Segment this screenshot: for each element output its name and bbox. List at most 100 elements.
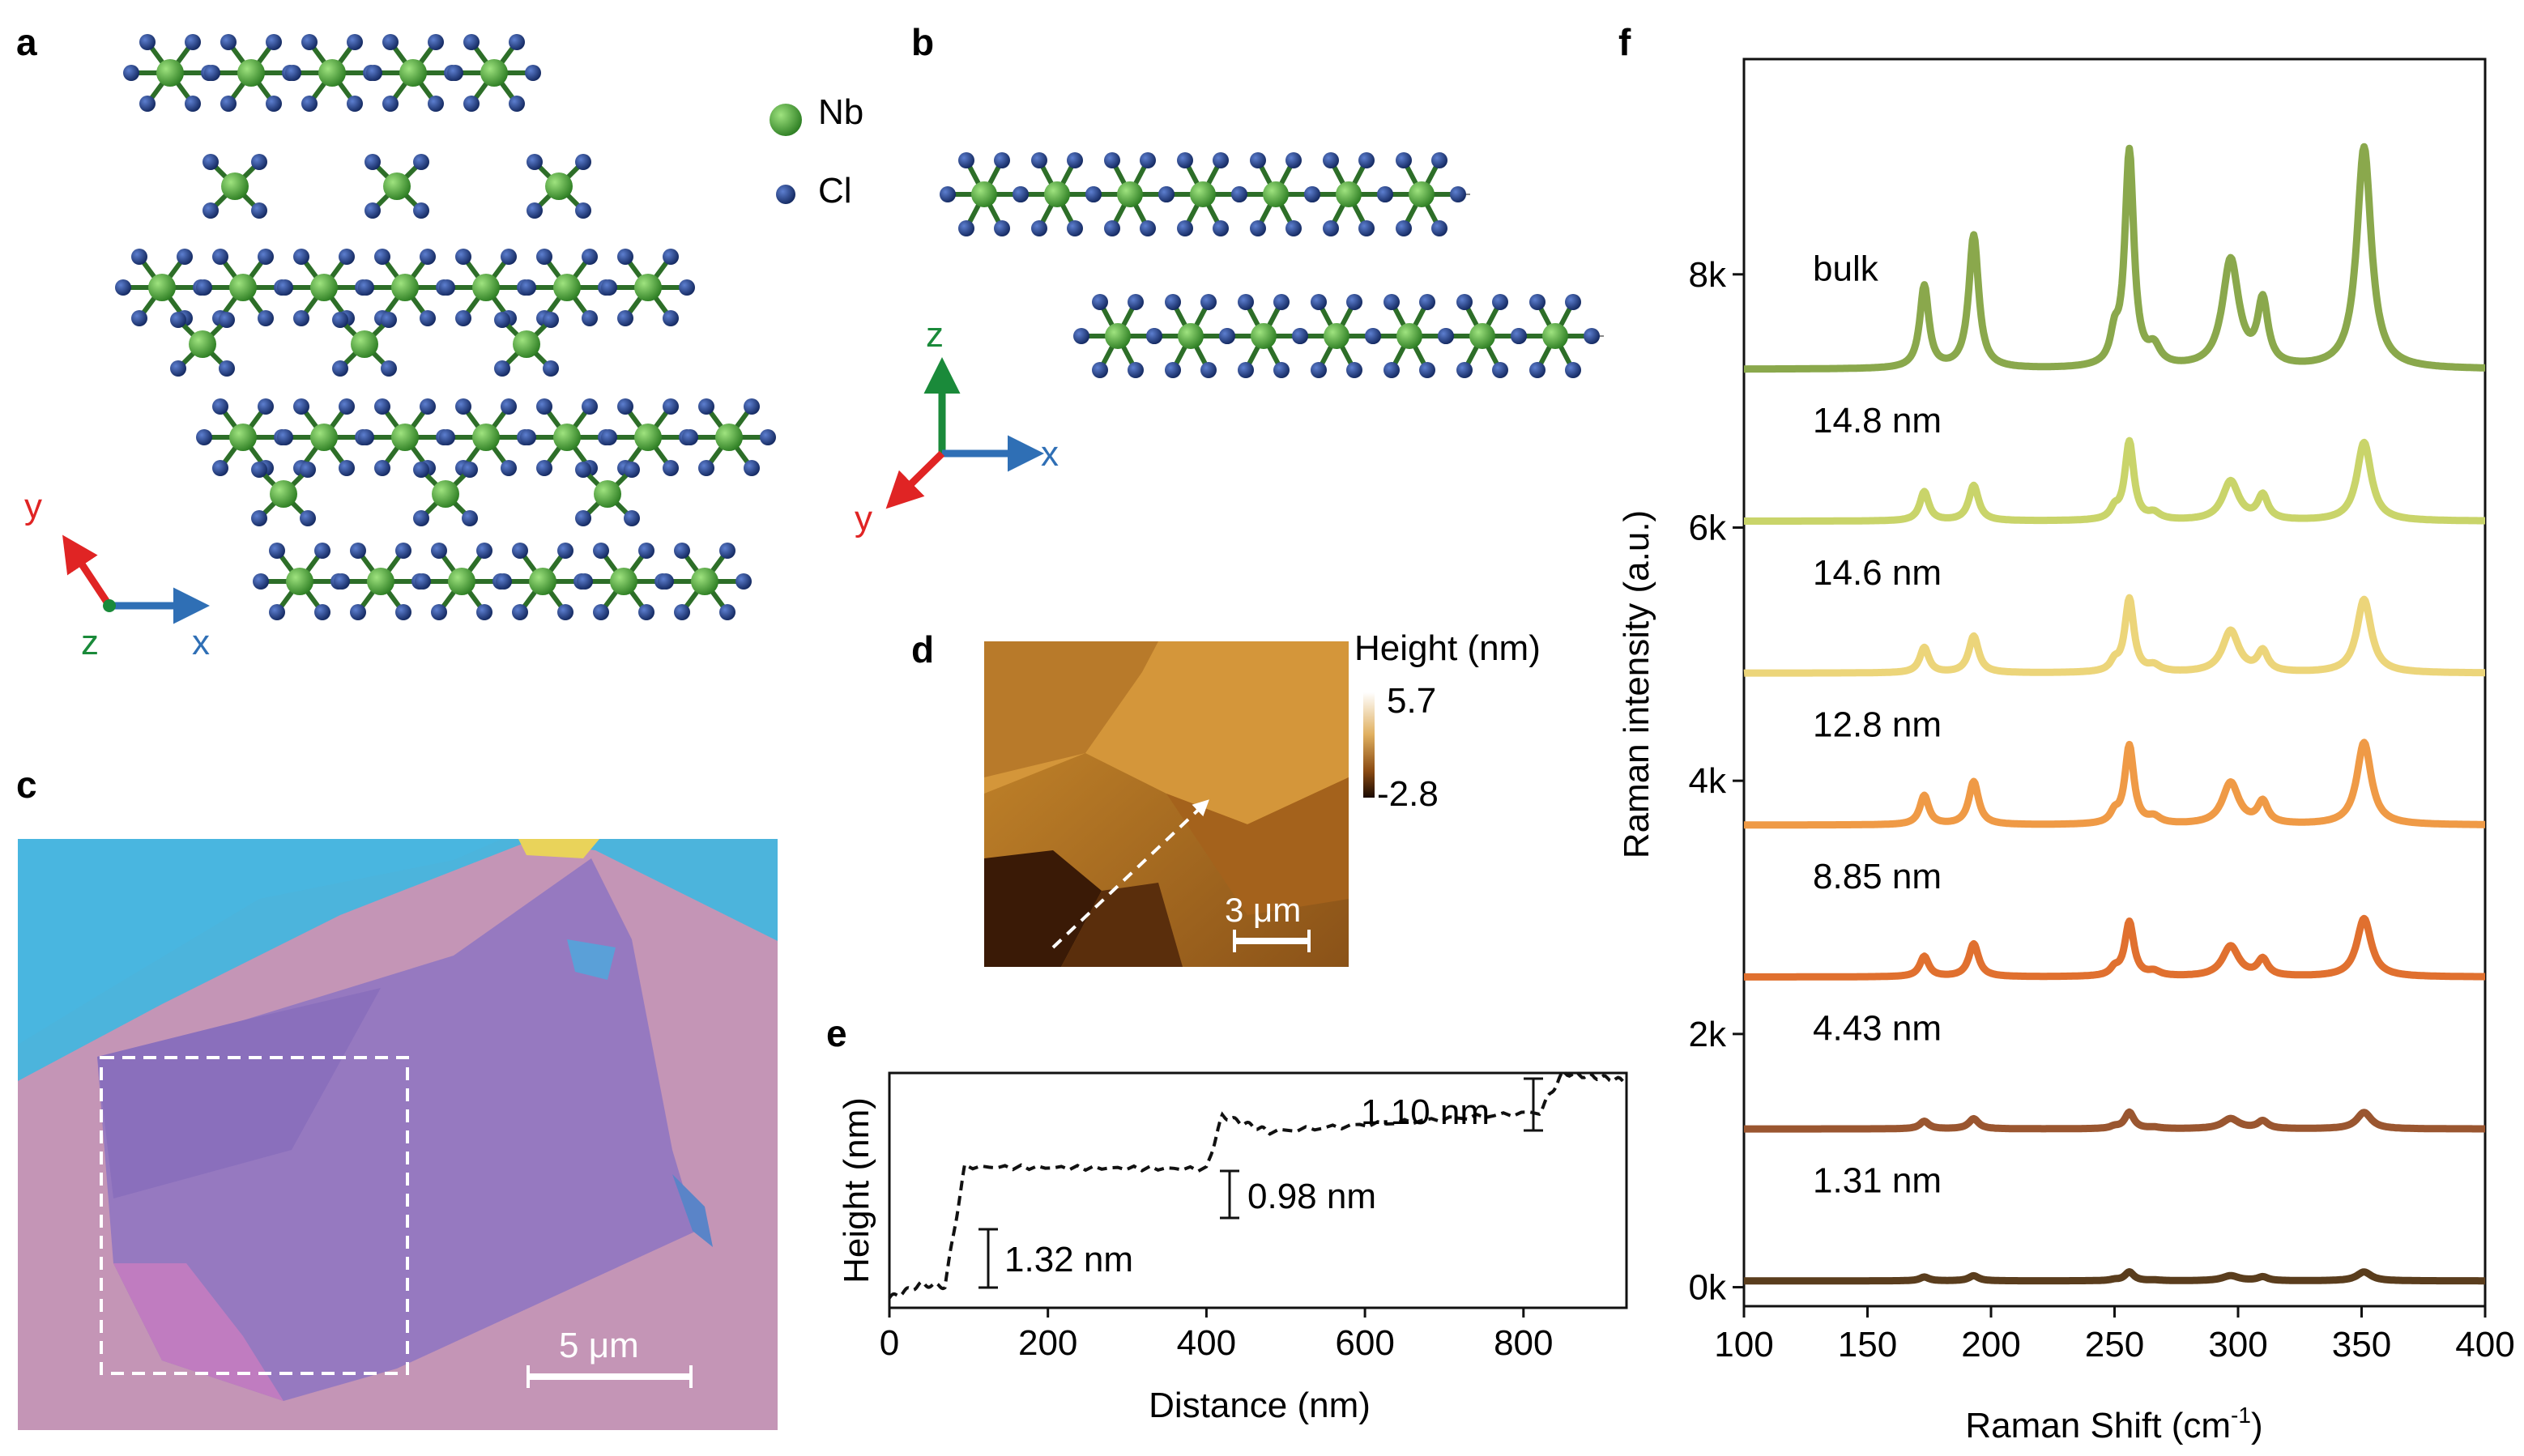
cl-atom <box>1158 186 1175 202</box>
cl-atom <box>501 398 517 415</box>
cl-atom <box>1456 362 1473 378</box>
cl-atom <box>1104 220 1120 236</box>
cl-atom <box>253 573 269 590</box>
z-axis-label-a: z <box>81 623 99 662</box>
optical-micrograph: 5 μm <box>18 839 778 1430</box>
cl-atom <box>575 202 591 219</box>
cl-atom <box>204 65 220 81</box>
y-axis-arrow-a <box>62 534 113 608</box>
cl-atom <box>420 249 436 265</box>
nb-atom <box>971 181 997 207</box>
cl-atom <box>258 249 274 265</box>
afm-colorbar-min: -2.8 <box>1377 774 1439 814</box>
cl-atom <box>220 34 237 50</box>
cl-atom <box>624 510 640 526</box>
cl-atom <box>350 543 366 559</box>
profile-line <box>888 1068 1627 1300</box>
cl-atom <box>1431 220 1447 236</box>
z-axis-dot-a <box>103 599 116 612</box>
cl-atom <box>1140 220 1156 236</box>
nb-atom <box>229 424 257 451</box>
nb-atom <box>553 424 581 451</box>
cl-atom <box>131 249 147 265</box>
cl-atom <box>494 360 510 377</box>
cl-atom <box>496 573 512 590</box>
cl-atom <box>536 460 552 476</box>
cl-atom <box>617 398 633 415</box>
cl-legend-icon <box>776 185 795 204</box>
cl-atom <box>1419 294 1435 310</box>
nb-atom <box>472 424 500 451</box>
nb-atom <box>1542 323 1568 349</box>
cl-atom <box>415 573 431 590</box>
height-profile-plot: Height (nm) Distance (nm) 0 200 400 600 800 … <box>837 1068 1628 1425</box>
cl-atom <box>251 154 267 170</box>
x-axis-label-b: x <box>1041 434 1059 474</box>
cl-atom <box>177 249 193 265</box>
raman-xtick-label: 150 <box>1838 1325 1897 1364</box>
cl-atom <box>374 398 390 415</box>
raman-yticks: 0k 2k 4k 6k 8k <box>1689 255 1744 1308</box>
axes-triad-b: z x y <box>855 315 1059 539</box>
cl-atom <box>1031 220 1047 236</box>
cl-atom <box>1323 220 1339 236</box>
raman-xtick-label: 250 <box>2085 1325 2144 1364</box>
cl-atom <box>525 65 541 81</box>
nb-atom <box>472 274 500 301</box>
cl-atom <box>1238 294 1254 310</box>
cl-atom <box>744 398 760 415</box>
raman-series-label: 4.43 nm <box>1813 1009 1942 1049</box>
nb-atom <box>1117 181 1143 207</box>
profile-plot-frame <box>888 1071 1628 1309</box>
cl-atom <box>494 312 510 328</box>
cl-atom <box>1419 362 1435 378</box>
cl-atom <box>1431 152 1447 168</box>
cl-atom <box>674 543 690 559</box>
cl-atom <box>958 152 974 168</box>
cl-atom <box>1177 220 1193 236</box>
cl-atom <box>196 429 212 445</box>
profile-xtick-label: 200 <box>1018 1323 1077 1363</box>
cl-atom <box>115 279 131 296</box>
profile-xticks: 0 200 400 600 800 <box>880 1308 1554 1363</box>
nb-atom <box>1336 181 1362 207</box>
cl-atom <box>293 398 309 415</box>
cl-atom <box>251 462 267 478</box>
profile-xtick-label: 800 <box>1494 1323 1553 1363</box>
cl-atom <box>251 202 267 219</box>
panel-label-e: e <box>826 1012 847 1054</box>
nb-legend-icon <box>770 104 802 136</box>
nb-legend-label: Nb <box>818 92 863 132</box>
nb-atom <box>286 568 313 595</box>
afm-colorbar: Height (nm) 5.7 -2.8 <box>1354 628 1541 814</box>
cl-atom <box>1377 186 1393 202</box>
profile-xtick-label: 600 <box>1335 1323 1394 1363</box>
cl-atom <box>575 154 591 170</box>
cl-atom <box>501 460 517 476</box>
step-label-1: 1.32 nm <box>1004 1240 1133 1279</box>
nb-atom <box>221 172 249 200</box>
profile-xtick-label: 400 <box>1177 1323 1236 1363</box>
cl-atom <box>674 604 690 620</box>
cl-atom <box>212 460 228 476</box>
cl-atom <box>582 249 598 265</box>
cl-atom <box>374 460 390 476</box>
cl-atom <box>462 510 478 526</box>
cl-atom <box>347 34 363 50</box>
cl-atom <box>347 96 363 112</box>
panel-label-b: b <box>911 21 934 63</box>
raman-series-line <box>1742 436 2488 525</box>
afm-image: 3 μm <box>984 641 1349 967</box>
cl-atom <box>575 510 591 526</box>
raman-ytick-label: 2k <box>1689 1015 1727 1054</box>
cl-atom <box>269 604 285 620</box>
profile-ylabel: Height (nm) <box>837 1097 876 1284</box>
cl-atom <box>277 429 293 445</box>
nb-atom <box>351 330 378 358</box>
cl-atom <box>1177 152 1193 168</box>
cl-atom <box>1213 220 1229 236</box>
cl-atom <box>1092 362 1108 378</box>
cl-atom <box>1067 152 1083 168</box>
cl-atom <box>1450 186 1466 202</box>
cl-atom <box>557 543 573 559</box>
